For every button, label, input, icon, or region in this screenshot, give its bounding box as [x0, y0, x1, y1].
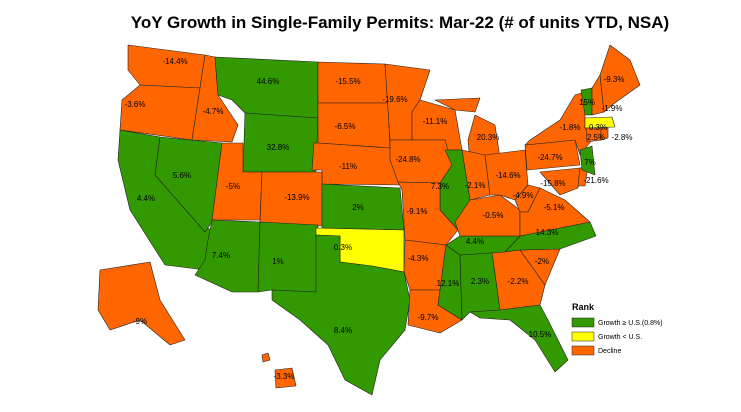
state-value-label: 0.3% [589, 123, 607, 132]
state [127, 44, 206, 89]
state-value-label: -24.8% [395, 155, 420, 164]
state-value-label: -19.6% [382, 95, 407, 104]
state [469, 304, 569, 373]
state-value-label: -15.5% [335, 77, 360, 86]
state-value-label: 7% [584, 158, 596, 167]
state [261, 352, 271, 363]
state-value-label: -13.9% [284, 193, 309, 202]
state-value-label: -9.7% [418, 313, 439, 322]
state-value-label: -6.5% [335, 122, 356, 131]
legend-title: Rank [572, 302, 595, 312]
state-value-label: 20.3% [477, 133, 500, 142]
legend: Growth ≥ U.S.(0.8%) Growth < U.S. Decline [571, 317, 663, 356]
state [271, 234, 411, 396]
state-value-label: 2.5% [587, 133, 605, 142]
state-value-label: 44.6% [257, 77, 280, 86]
state [445, 235, 521, 256]
states [97, 44, 641, 396]
state-value-label: 32.8% [267, 143, 290, 152]
state-value-label: -9.3% [604, 75, 625, 84]
state-value-label: -21.6% [583, 176, 608, 185]
map-title: YoY Growth in Single-Family Permits: Mar… [131, 13, 669, 32]
state [97, 261, 186, 346]
state [599, 44, 641, 113]
state-value-label: -2% [535, 257, 549, 266]
state [579, 145, 596, 176]
state-value-label: -15.8% [540, 179, 565, 188]
state-value-label: 14.3% [536, 228, 559, 237]
state-value-label: -1.8% [560, 123, 581, 132]
state-value-label: -24.7% [537, 153, 562, 162]
legend-label: Growth ≥ U.S.(0.8%) [598, 320, 663, 327]
state-value-label: -3.3% [274, 372, 295, 381]
state [154, 136, 223, 233]
state-value-label: -1.9% [602, 104, 623, 113]
state-value-label: -11% [339, 162, 357, 171]
state [539, 167, 581, 196]
state-value-label: -4.9% [513, 191, 534, 200]
state [519, 187, 591, 237]
state-value-label: 0.3% [334, 243, 352, 252]
state-value-label: 2% [352, 203, 364, 212]
legend-swatch [571, 317, 595, 328]
state-value-label: 7.4% [212, 251, 230, 260]
legend-swatch [571, 345, 595, 356]
state-value-label: 12.1% [437, 279, 460, 288]
legend-swatch [571, 331, 595, 342]
state-value-label: 8.4% [334, 326, 352, 335]
state-value-label: 10.5% [529, 330, 552, 339]
state-value-label: -14.6% [495, 171, 520, 180]
state-value-label: -14.4% [162, 57, 187, 66]
state [397, 181, 459, 246]
state [274, 367, 297, 389]
state [584, 116, 616, 129]
state [434, 97, 481, 113]
state-value-label: -11.1% [423, 117, 448, 126]
state-value-label: 4.4% [137, 194, 155, 203]
state-value-label: 7.3% [431, 182, 449, 191]
state-value-label: 4.4% [466, 237, 484, 246]
state-value-label: -9.1% [407, 207, 428, 216]
state-value-label: -2.8% [612, 133, 633, 142]
state-value-label: -0.5% [483, 211, 504, 220]
state-value-label: 2.3% [471, 277, 489, 286]
state-value-label: -5% [226, 182, 240, 191]
state [214, 56, 319, 119]
legend-label: Growth < U.S. [598, 334, 642, 341]
state-value-label: -4.3% [408, 254, 429, 263]
state-value-label: -9% [133, 317, 147, 326]
state-value-label: -5.1% [544, 203, 565, 212]
legend-label: Decline [598, 348, 621, 355]
state [257, 221, 319, 293]
state-value-label: -2.1% [465, 181, 486, 190]
state-value-label: 1% [272, 257, 284, 266]
state [600, 127, 609, 141]
state-value-label: -2.2% [508, 277, 529, 286]
state-value-label: -3.6% [125, 100, 146, 109]
state-labels: -14.4% -3.6% -4.7% 44.6% 32.8% -15.5% -6.5% -11… [125, 57, 633, 381]
state-value-label: 5.6% [173, 171, 191, 180]
state-value-label: -4.7% [203, 107, 224, 116]
state [119, 84, 201, 141]
state-value-label: 15% [579, 98, 595, 107]
